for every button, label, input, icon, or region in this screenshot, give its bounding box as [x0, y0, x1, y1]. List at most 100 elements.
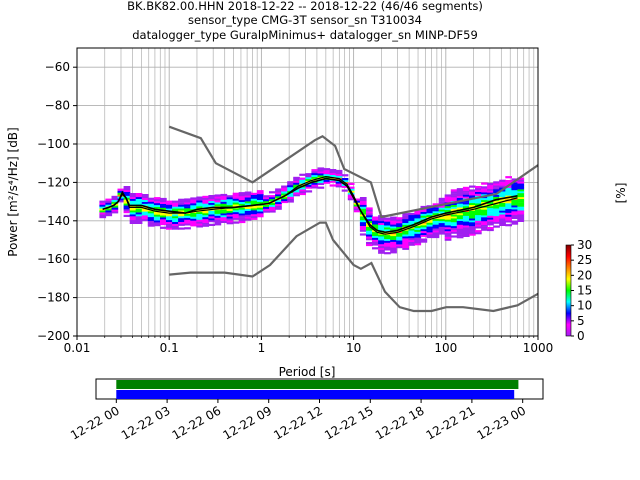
heatmap-cell [456, 230, 464, 233]
heatmap-cell [335, 181, 343, 184]
heatmap-cell [438, 209, 446, 212]
heatmap-cell [220, 193, 228, 197]
heatmap-cell [238, 220, 246, 224]
heatmap-cell [481, 213, 488, 216]
heatmap-cell [469, 210, 476, 213]
heatmap-cell [378, 234, 385, 237]
heatmap-cell [172, 214, 179, 217]
heatmap-cell [511, 212, 519, 216]
heatmap-cell [384, 234, 391, 237]
heatmap-cell [366, 213, 373, 216]
heatmap-cell [438, 232, 446, 235]
heatmap-cell [511, 201, 519, 204]
heatmap-cell [384, 221, 391, 224]
heatmap-cell [305, 175, 313, 178]
heatmap-cell [317, 167, 325, 170]
heatmap-cell [178, 214, 185, 217]
heatmap-cell [220, 203, 228, 206]
heatmap-cell [487, 217, 494, 220]
heatmap-cell [384, 246, 391, 249]
heatmap-cell [250, 198, 258, 201]
heatmap-cell [372, 218, 379, 221]
heatmap-cell [378, 251, 385, 254]
timeline-tick-label: 12-22 06 [170, 403, 224, 442]
heatmap-cell [256, 190, 264, 193]
heatmap-cell [172, 208, 179, 211]
heatmap-cell [238, 207, 246, 210]
heatmap-cell [135, 194, 143, 198]
heatmap-cell [390, 226, 397, 229]
heatmap-cell [208, 200, 216, 203]
heatmap-cell [184, 206, 191, 209]
heatmap-cell [256, 197, 264, 200]
heatmap-cell [462, 215, 470, 218]
heatmap-cell [347, 188, 355, 191]
heatmap-cell [172, 225, 179, 228]
heatmap-cell [438, 228, 446, 231]
heatmap-cell [450, 193, 458, 196]
heatmap-cell [329, 172, 337, 175]
heatmap-cell [372, 216, 379, 219]
heatmap-cell [141, 215, 149, 218]
heatmap-cell [517, 196, 525, 199]
heatmap-cell [184, 208, 191, 211]
heatmap-cell [172, 206, 179, 209]
heatmap-cell [317, 171, 325, 174]
heatmap-cell [517, 216, 525, 219]
heatmap-cell [263, 199, 270, 202]
heatmap-cell [493, 183, 500, 186]
heatmap-cell [378, 224, 385, 227]
heatmap-cell [517, 187, 525, 190]
heatmap-cell [147, 216, 155, 220]
heatmap-cell [505, 224, 512, 227]
heatmap-cell [99, 214, 107, 217]
heatmap-cell [487, 186, 494, 189]
heatmap-cell [499, 179, 506, 182]
heatmap-cell [263, 195, 270, 198]
heatmap-cell [414, 210, 422, 213]
heatmap-cell [353, 210, 361, 213]
y-tick-label: −140 [37, 214, 70, 228]
heatmap-cell [450, 223, 458, 227]
heatmap-cell [456, 195, 464, 198]
heatmap-cell [275, 203, 282, 206]
heatmap-cell [141, 199, 149, 202]
heatmap-cell [359, 208, 367, 211]
heatmap-cell [275, 201, 282, 204]
heatmap-cell [329, 180, 337, 183]
heatmap-cell [117, 198, 125, 201]
heatmap-cell [323, 179, 331, 182]
heatmap-cell [166, 227, 173, 230]
heatmap-cell [244, 218, 252, 221]
heatmap-cell [263, 210, 270, 213]
heatmap-cell [408, 228, 416, 231]
heatmap-cell [105, 204, 113, 207]
heatmap-cell [238, 197, 246, 201]
heatmap-cell [153, 214, 161, 217]
heatmap-cell [444, 230, 452, 234]
heatmap-cell [226, 222, 234, 225]
y-tick-label: −120 [37, 175, 70, 189]
heatmap-cell [269, 210, 276, 213]
heatmap-cell [372, 226, 379, 229]
heatmap-cell [456, 205, 464, 208]
heatmap-cell [226, 212, 234, 215]
heatmap-cell [281, 197, 288, 200]
heatmap-cell [347, 182, 355, 185]
heatmap-cell [450, 214, 458, 217]
heatmap-cell [166, 217, 173, 221]
heatmap-cell [481, 188, 488, 191]
heatmap-cell [323, 170, 331, 173]
heatmap-cell [202, 224, 210, 227]
heatmap-cell [517, 198, 525, 201]
heatmap-cell [414, 214, 422, 217]
heatmap-cell [402, 213, 409, 216]
heatmap-cell [414, 220, 422, 223]
heatmap-cell [384, 223, 391, 226]
heatmap-cell [456, 207, 464, 210]
heatmap-cell [160, 222, 167, 226]
heatmap-cell [256, 205, 264, 208]
title-line-1: BK.BK82.00.HHN 2018-12-22 -- 2018-12-22 … [127, 0, 483, 13]
heatmap-cell [487, 215, 494, 218]
